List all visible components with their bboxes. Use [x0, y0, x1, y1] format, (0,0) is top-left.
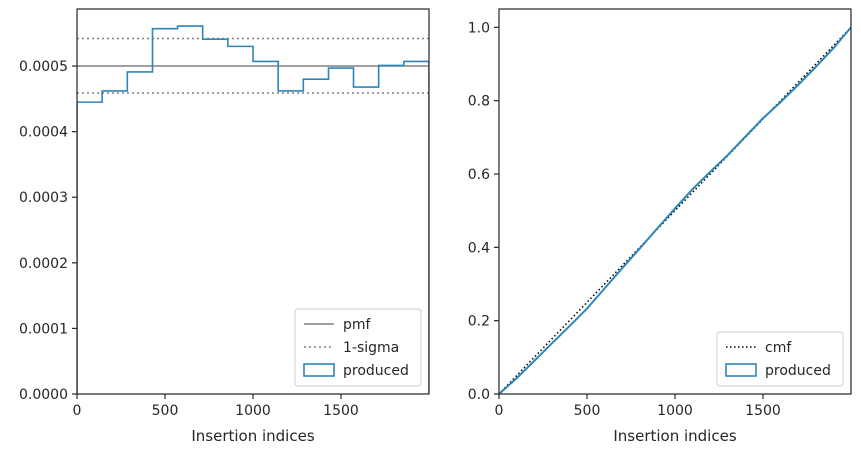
legend-label-pmf: pmf: [343, 317, 372, 333]
y-tick-label: 0.0: [468, 387, 490, 403]
legend-label-cmf: cmf: [765, 340, 792, 356]
x-tick-label: 0: [495, 403, 504, 419]
x-axis-label: Insertion indices: [613, 427, 736, 445]
x-tick-label: 0: [73, 403, 82, 419]
legend-label-1-sigma: 1-sigma: [343, 340, 399, 356]
y-tick-label: 0.6: [468, 167, 490, 183]
x-axis-label: Insertion indices: [191, 427, 314, 445]
y-tick-label: 0.0000: [19, 387, 68, 403]
y-tick-label: 0.4: [468, 240, 490, 256]
x-tick-label: 1500: [323, 403, 359, 419]
x-tick-label: 500: [152, 403, 179, 419]
legend-handle-produced: [725, 363, 757, 377]
x-tick-label: 500: [574, 403, 601, 419]
x-tick-label: 1000: [235, 403, 271, 419]
x-tick-label: 1000: [657, 403, 693, 419]
legend: pmf 1-sigma produced: [294, 308, 422, 387]
chart-panel-2: 0 500 1000 1500 0.0 0.2 0.4 0.6 0.8 1.0 Insertion …: [468, 8, 852, 445]
chart-panel-1: 0 500 1000 1500 0.0000 0.0001 0.0002 0.0003 0.00…: [19, 8, 430, 445]
y-tick-label: 0.0003: [19, 190, 68, 206]
legend-box: [716, 331, 844, 387]
legend: cmf produced: [716, 331, 844, 387]
legend-label-produced: produced: [343, 363, 409, 379]
y-tick-label: 0.0005: [19, 59, 68, 75]
produced-histogram: [77, 25, 429, 394]
plot-area: [77, 25, 429, 394]
legend-box: [294, 308, 422, 387]
produced-line: [499, 26, 851, 394]
plot-area: [499, 26, 851, 394]
y-tick-label: 0.0002: [19, 256, 68, 272]
cmf-line: [499, 26, 851, 394]
legend-label-produced: produced: [765, 363, 831, 379]
legend-handle-produced: [303, 363, 335, 377]
y-tick-label: 0.0004: [19, 125, 68, 141]
y-tick-label: 0.0001: [19, 321, 68, 337]
y-tick-label: 0.2: [468, 314, 490, 330]
y-tick-label: 0.8: [468, 94, 490, 110]
x-tick-label: 1500: [745, 403, 781, 419]
y-tick-label: 1.0: [468, 20, 490, 36]
